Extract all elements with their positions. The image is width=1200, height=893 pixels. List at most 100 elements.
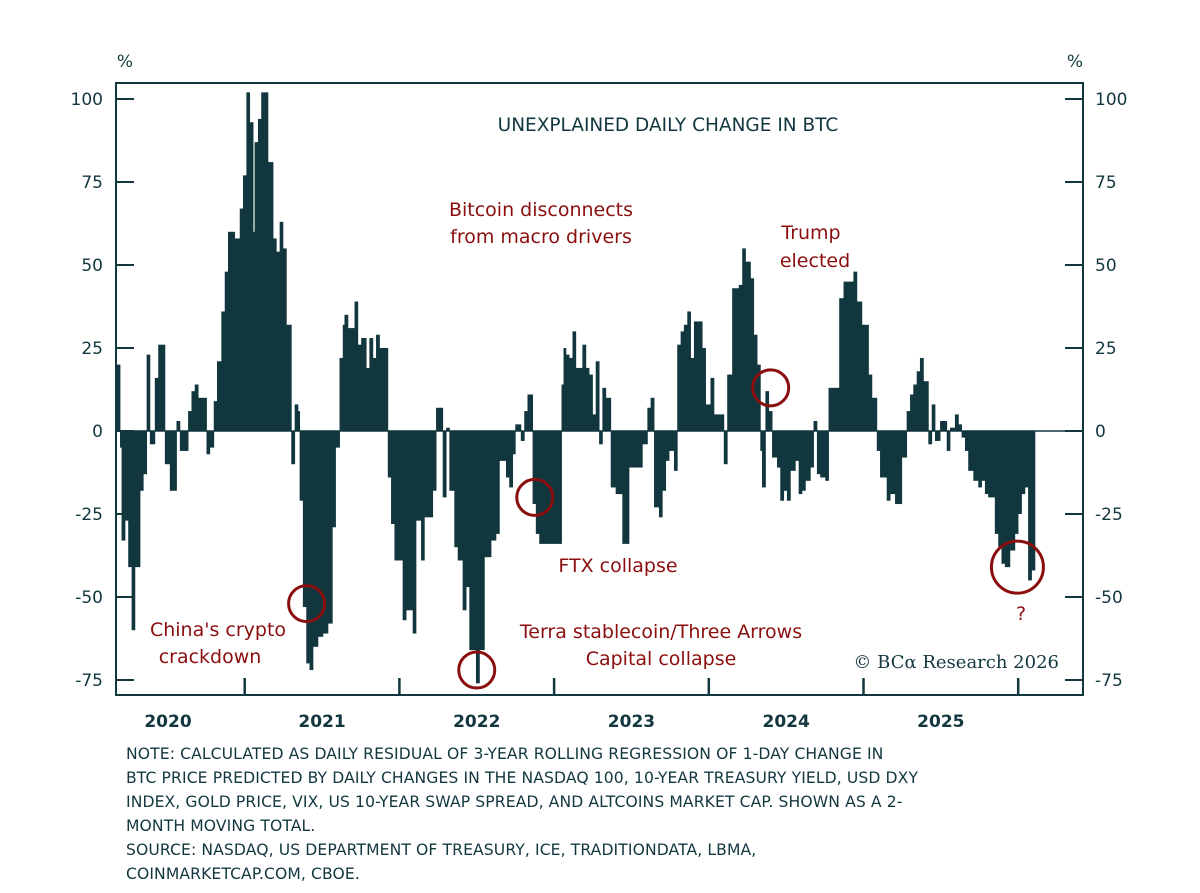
y-tick-label-right: 100 (1095, 90, 1127, 110)
bar (479, 431, 485, 651)
bar (254, 142, 259, 431)
bar (1028, 431, 1032, 581)
bar (931, 404, 936, 431)
bar (339, 357, 344, 431)
bar (853, 271, 858, 431)
y-axis: 100 100 75 75 50 50 25 25 0 0 -25 -25 -50 -50 -75 -75 (71, 90, 1128, 691)
y-tick-label-right: 75 (1095, 173, 1117, 193)
bar (745, 261, 751, 431)
bar (801, 431, 806, 491)
bar (713, 414, 725, 431)
bar (379, 348, 389, 431)
note-line: INDEX, GOLD PRICE, VIX, US 10-YEAR SWAP … (126, 793, 903, 811)
x-tick-label: 2025 (917, 712, 964, 732)
bar (856, 301, 863, 431)
bar (673, 431, 678, 471)
note-line: BTC PRICE PREDICTED BY DAILY CHANGES IN … (126, 769, 919, 787)
bar (964, 431, 969, 451)
bar (366, 367, 370, 431)
bar (387, 431, 392, 478)
chart: 100 100 75 75 50 50 25 25 0 0 -25 -25 -50 -50 -75 -75 2… (71, 52, 1128, 732)
bar (913, 384, 918, 431)
bar (871, 397, 878, 431)
bar (120, 431, 122, 448)
bar (499, 431, 507, 461)
bar (563, 348, 567, 431)
bar (757, 364, 761, 431)
annotation-trump: Trump (780, 222, 840, 244)
bar (246, 92, 251, 432)
bar (495, 431, 500, 534)
bar (357, 344, 362, 431)
x-tick-label: 2022 (453, 712, 500, 732)
bar (650, 397, 655, 431)
bar (158, 344, 166, 431)
bar (978, 431, 982, 488)
bar (658, 431, 663, 518)
source-line: COINMARKETCAP.COM, CBOE. (126, 865, 360, 883)
bar (669, 431, 675, 451)
annotation-circle (287, 584, 327, 624)
bar (710, 377, 715, 431)
bar (297, 411, 301, 431)
annotation-circle (515, 477, 555, 517)
y-tick-label-left: -25 (75, 505, 103, 525)
bar (335, 431, 340, 448)
bar (605, 397, 612, 431)
bar (783, 431, 788, 491)
bar (509, 431, 514, 488)
annotation-question: ? (1016, 603, 1026, 625)
bar (188, 411, 192, 431)
bar (446, 427, 450, 431)
bar (512, 431, 516, 455)
x-tick-label: 2021 (298, 712, 345, 732)
annotation-china: China's crypto (150, 619, 286, 641)
annotation-circle (989, 539, 1045, 595)
bar (454, 431, 459, 548)
bar (286, 324, 292, 431)
bar (795, 431, 800, 461)
bar (820, 431, 826, 478)
bar (317, 431, 324, 637)
bar (816, 431, 821, 475)
bar (1031, 431, 1036, 571)
y-tick-label-right: -75 (1095, 671, 1123, 691)
bar (309, 431, 314, 671)
bar (376, 334, 380, 431)
chart-title: UNEXPLAINED DAILY CHANGE IN BTC (498, 115, 839, 136)
bar (702, 348, 706, 431)
bar (901, 431, 908, 458)
bar (164, 431, 171, 465)
annotation-circle (457, 650, 497, 690)
bar (484, 431, 492, 558)
bar (981, 431, 986, 481)
bar (693, 321, 703, 431)
bar (1024, 431, 1029, 488)
bar (813, 421, 818, 431)
annotation-terra: Capital collapse (586, 648, 737, 670)
bar (839, 298, 844, 431)
y-unit-right: % (1067, 52, 1083, 72)
bar (572, 331, 577, 431)
bar (998, 431, 1002, 548)
bar (753, 334, 758, 431)
bar (520, 431, 525, 441)
bar (124, 431, 129, 521)
bar (665, 431, 670, 461)
bar (958, 424, 962, 431)
bar (732, 288, 740, 431)
bar (994, 431, 999, 534)
bar (984, 431, 989, 495)
bar (742, 248, 746, 431)
bar (128, 431, 133, 568)
bar (810, 431, 814, 468)
bar (602, 387, 607, 431)
bar (906, 411, 911, 431)
x-tick-label: 2023 (608, 712, 655, 732)
bar (209, 431, 215, 448)
note-line: MONTH MOVING TOTAL. (126, 817, 316, 835)
bar (412, 431, 417, 634)
bar (780, 431, 785, 501)
bar (680, 331, 685, 431)
bar (139, 431, 144, 491)
